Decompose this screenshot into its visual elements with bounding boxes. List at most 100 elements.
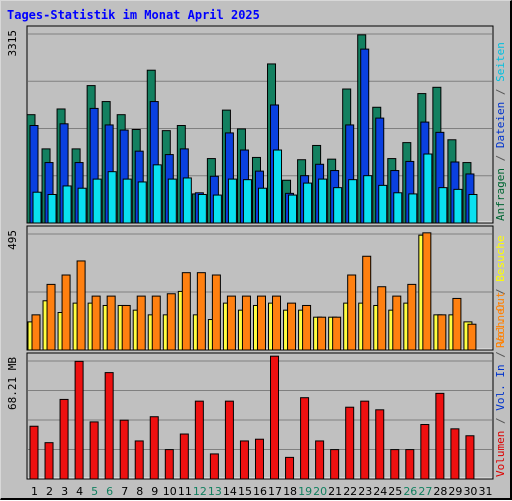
panel-2-legend: Rechner / Besuche: [494, 235, 507, 348]
bar-rechner-day-11: [181, 272, 191, 351]
bar-rechner-day-17: [272, 295, 282, 351]
bar-volumen-day-5: [89, 421, 99, 480]
legend-text: /: [494, 82, 507, 102]
bar-rechner-day-4: [76, 260, 86, 351]
bar-rechner-day-26: [407, 283, 417, 351]
day-label-12: 12: [193, 485, 207, 498]
bar-volumen-day-20: [315, 440, 325, 480]
bar-seiten-day-1: [32, 191, 42, 224]
bar-volumen-day-27: [420, 424, 430, 480]
bar-seiten-day-24: [378, 184, 388, 224]
panel-3-legend: Volumen / Vol. In / Vol. Out: [494, 292, 507, 477]
legend-text: Rechner: [494, 301, 507, 348]
bar-volumen-day-3: [59, 398, 69, 480]
bar-rechner-day-27: [422, 232, 432, 351]
bar-volumen-day-7: [119, 419, 129, 480]
bar-rechner-day-21: [332, 316, 342, 351]
bar-seiten-day-8: [137, 181, 147, 224]
bar-seiten-day-26: [408, 193, 418, 224]
day-label-30: 30: [463, 485, 477, 498]
bar-rechner-day-24: [377, 286, 387, 351]
bar-seiten-day-27: [423, 153, 433, 224]
bar-rechner-day-1: [31, 314, 41, 351]
bar-seiten-day-17: [273, 149, 283, 224]
day-label-23: 23: [358, 485, 372, 498]
legend-text: Besuche: [494, 235, 507, 281]
bar-seiten-day-16: [257, 187, 267, 224]
bar-volumen-day-4: [74, 360, 84, 480]
bar-volumen-day-10: [164, 449, 174, 480]
bar-seiten-day-30: [468, 193, 478, 224]
bar-seiten-day-19: [303, 182, 313, 224]
bar-volumen-day-28: [435, 392, 445, 480]
bar-volumen-day-12: [194, 400, 204, 480]
day-label-31: 31: [478, 485, 492, 498]
day-label-2: 2: [46, 485, 53, 498]
day-label-13: 13: [208, 485, 222, 498]
legend-text: /: [494, 148, 507, 168]
bar-rechner-day-18: [287, 302, 297, 351]
legend-text: Seiten: [494, 42, 507, 82]
bar-seiten-day-22: [348, 179, 358, 224]
bar-seiten-day-14: [227, 178, 237, 224]
bar-seiten-day-6: [107, 171, 117, 224]
bar-seiten-day-4: [77, 187, 87, 224]
bar-rechner-day-19: [302, 304, 312, 351]
bar-rechner-day-12: [196, 272, 206, 351]
bar-volumen-day-23: [360, 400, 370, 480]
bar-rechner-day-2: [46, 283, 56, 351]
day-label-16: 16: [253, 485, 267, 498]
bar-volumen-day-9: [149, 416, 159, 480]
bar-volumen-day-6: [104, 372, 114, 480]
bar-seiten-day-15: [242, 179, 252, 224]
day-label-25: 25: [388, 485, 402, 498]
legend-text: Volumen: [494, 431, 507, 477]
bar-volumen-day-8: [134, 440, 144, 480]
bar-rechner-day-9: [151, 295, 161, 351]
bar-volumen-day-21: [330, 449, 340, 480]
panel-2-max-label: 495: [6, 230, 19, 250]
bar-volumen-day-2: [44, 442, 54, 480]
bar-seiten-day-12: [197, 193, 207, 224]
bar-seiten-day-23: [363, 175, 373, 224]
bar-rechner-day-3: [61, 274, 71, 351]
bar-seiten-day-18: [288, 194, 298, 224]
bar-seiten-day-10: [167, 178, 177, 224]
bar-volumen-day-15: [239, 440, 249, 480]
bar-seiten-day-9: [152, 164, 162, 224]
day-label-14: 14: [223, 485, 237, 498]
bar-rechner-day-7: [121, 304, 131, 351]
bar-volumen-day-1: [29, 425, 39, 480]
bar-rechner-day-8: [136, 295, 146, 351]
day-label-1: 1: [31, 485, 38, 498]
day-label-8: 8: [136, 485, 143, 498]
bar-seiten-day-20: [318, 178, 328, 224]
day-label-9: 9: [151, 485, 158, 498]
day-label-3: 3: [61, 485, 68, 498]
bar-rechner-day-28: [437, 314, 447, 351]
panel-3-max-label: 68.21 MB: [6, 357, 19, 410]
bar-rechner-day-25: [392, 295, 402, 351]
day-label-20: 20: [313, 485, 327, 498]
bar-rechner-day-15: [241, 295, 251, 351]
day-label-28: 28: [433, 485, 447, 498]
bar-volumen-day-13: [209, 453, 219, 480]
legend-text: /: [494, 345, 507, 365]
day-label-11: 11: [178, 485, 192, 498]
bar-rechner-day-14: [226, 295, 236, 351]
day-label-29: 29: [448, 485, 462, 498]
legend-text: Vol. In: [494, 364, 507, 410]
day-label-24: 24: [373, 485, 387, 498]
day-label-17: 17: [268, 485, 282, 498]
bar-volumen-day-11: [179, 433, 189, 480]
panel-1-max-label: 3315: [6, 30, 19, 57]
bar-seiten-day-3: [62, 185, 72, 224]
bar-rechner-day-30: [467, 323, 477, 351]
day-label-18: 18: [283, 485, 297, 498]
day-label-22: 22: [343, 485, 357, 498]
bar-rechner-day-23: [362, 255, 372, 351]
legend-text: /: [494, 282, 507, 302]
bar-seiten-day-5: [92, 178, 102, 224]
